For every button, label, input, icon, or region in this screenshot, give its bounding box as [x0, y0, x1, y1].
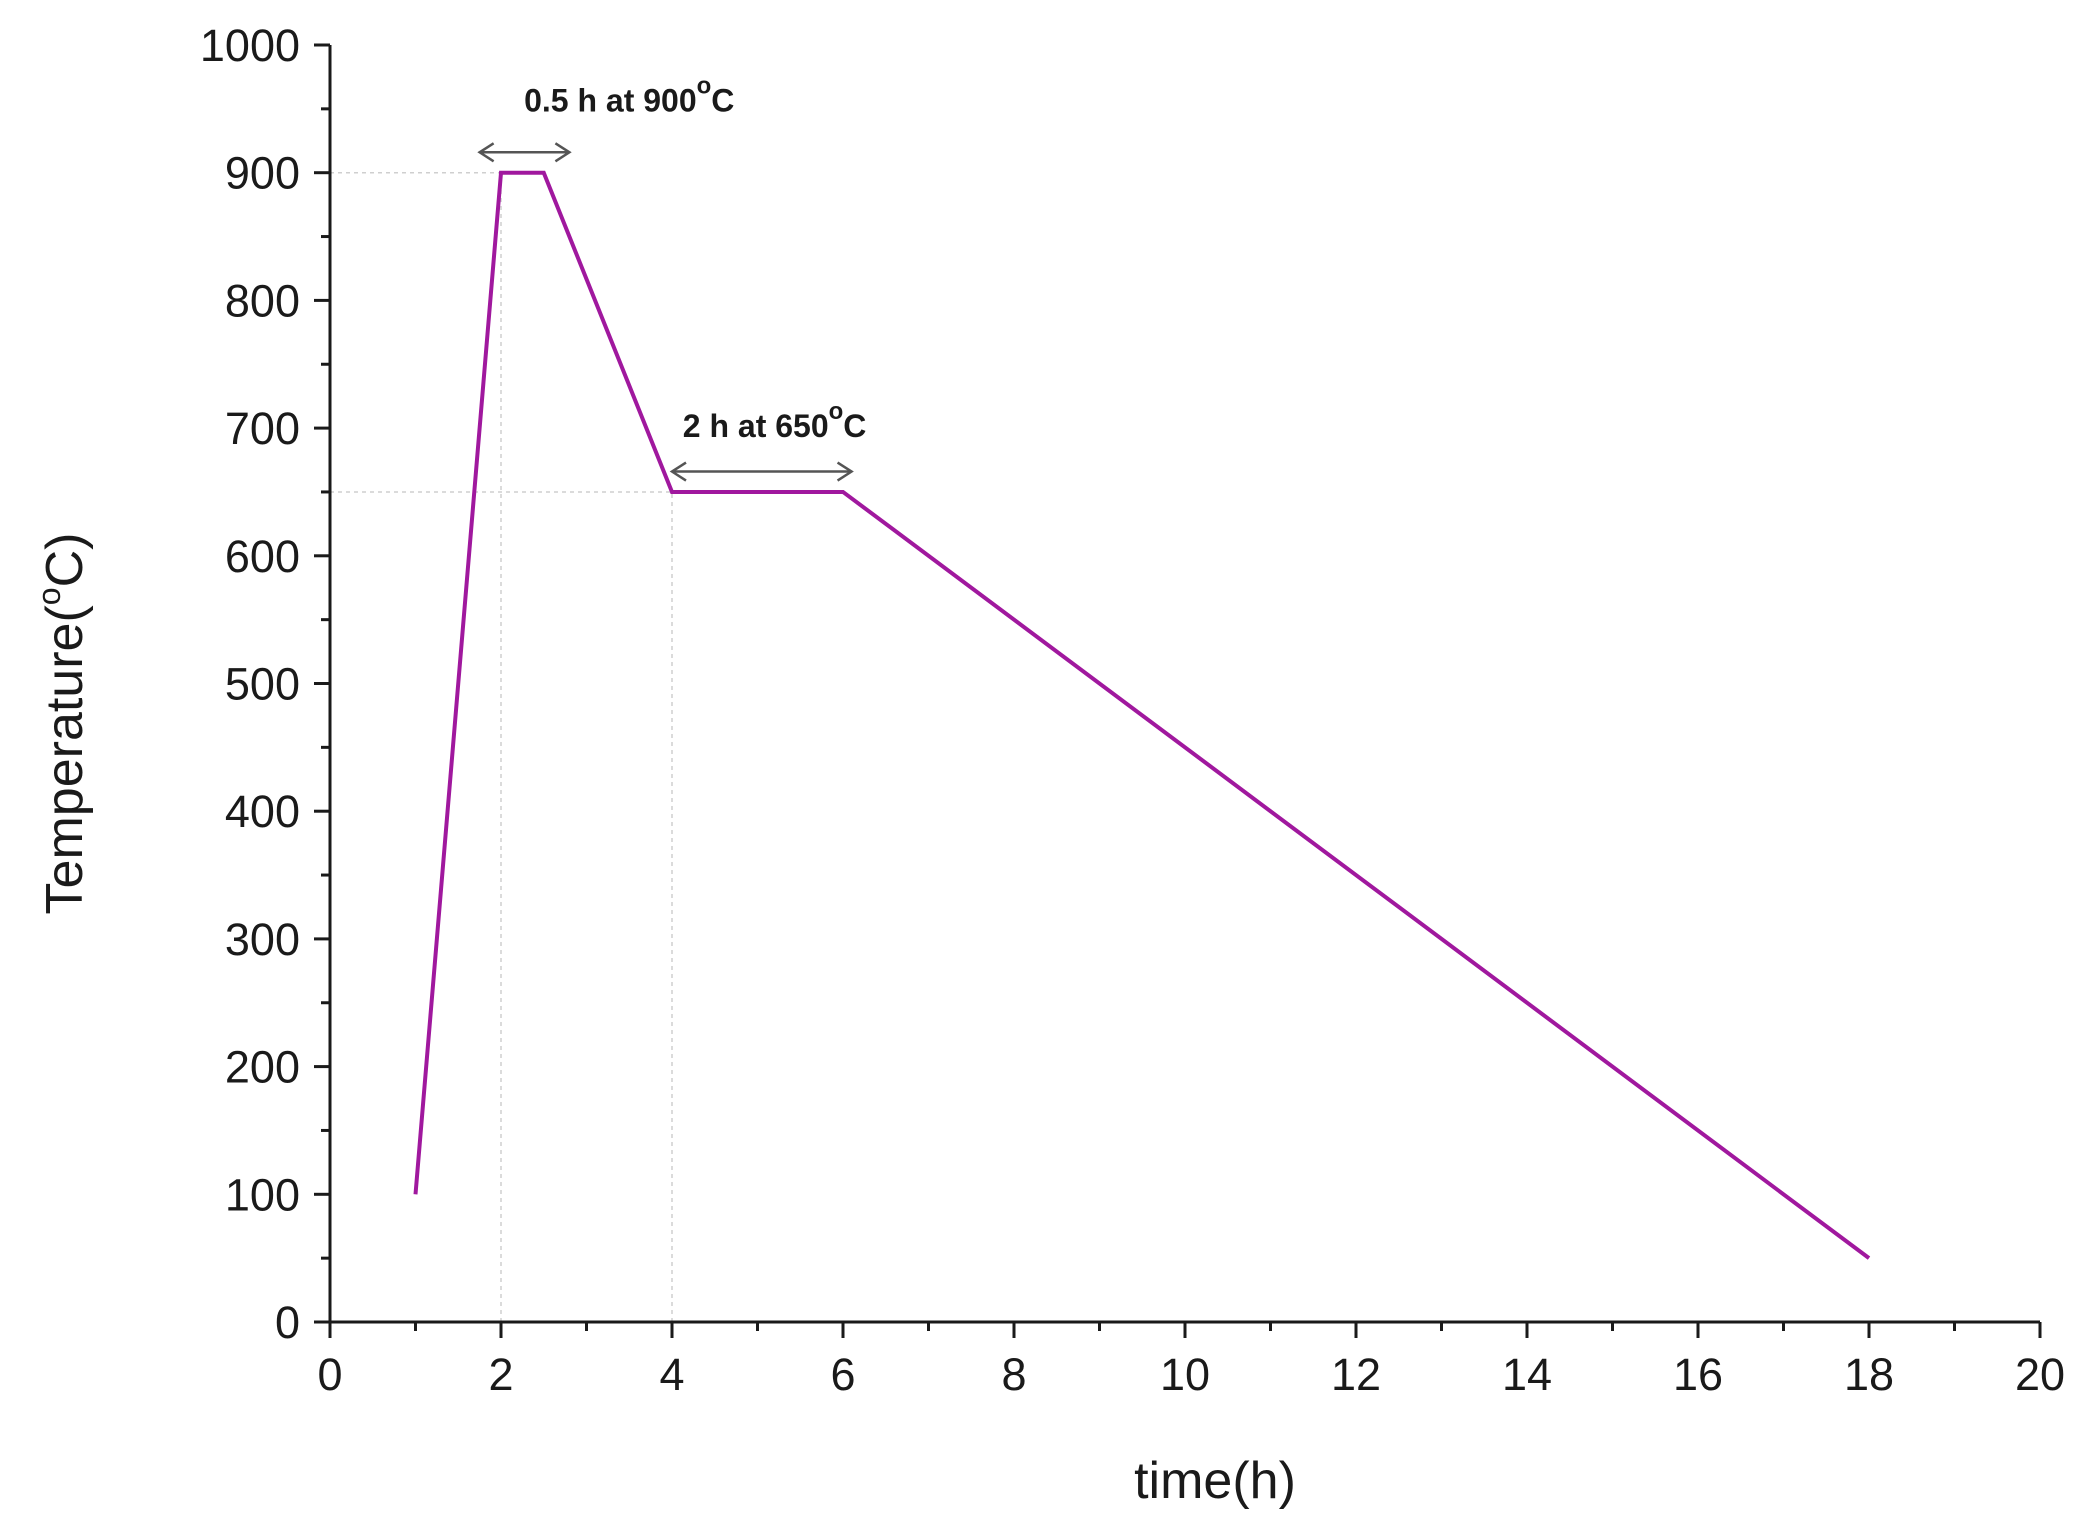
y-tick-label: 300	[225, 914, 300, 965]
annotation-label: 2 h at 650oC	[683, 398, 867, 444]
y-tick-label: 900	[225, 148, 300, 199]
y-tick-label: 0	[275, 1297, 300, 1348]
x-axis-title: time(h)	[1134, 1452, 1296, 1510]
y-tick-label: 500	[225, 659, 300, 710]
y-tick-label: 1000	[200, 20, 300, 71]
x-tick-label: 12	[1331, 1349, 1381, 1400]
annotation-arrowhead-left	[477, 142, 495, 163]
guide-lines	[330, 171, 673, 1322]
x-tick-label: 8	[1001, 1349, 1026, 1400]
annotation-arrowhead-left	[669, 461, 687, 482]
x-tick-label: 2	[488, 1349, 513, 1400]
y-tick-label: 200	[225, 1042, 300, 1093]
annotation-label-unit: C	[711, 82, 734, 118]
x-tick-label: 10	[1160, 1349, 1210, 1400]
y-tick-label: 100	[225, 1169, 300, 1220]
annotation-label-unit: C	[843, 408, 866, 444]
annotation-label-degree: o	[697, 72, 712, 99]
y-tick-labels: 0 100 200 300 400 500 600 700 800 900 1000	[200, 20, 300, 1348]
x-tick-label: 6	[830, 1349, 855, 1400]
y-axis-title-degree: o	[31, 587, 67, 605]
x-tick-label: 18	[1844, 1349, 1894, 1400]
annotation-arrowhead-right	[836, 461, 854, 482]
annotation-arrowhead-right	[554, 142, 572, 163]
y-axis-title-main: Temperature(	[36, 605, 94, 915]
x-tick-label: 14	[1502, 1349, 1552, 1400]
x-tick-label: 0	[317, 1349, 342, 1400]
x-tick-label: 16	[1673, 1349, 1723, 1400]
annotation-label-degree: o	[829, 398, 844, 425]
x-tick-labels: 0 2 4 6 8 10 12 14 16 18 20	[317, 1349, 2065, 1400]
y-tick-label: 600	[225, 531, 300, 582]
annotation-label-main: 0.5 h at 900	[524, 82, 697, 118]
x-tick-label: 20	[2015, 1349, 2065, 1400]
annotation-hold900: 0.5 h at 900oC	[477, 72, 734, 163]
y-tick-label: 800	[225, 275, 300, 326]
series-line	[413, 170, 1871, 1260]
series-layer	[413, 170, 1871, 1260]
major-ticks	[314, 43, 2042, 1338]
y-tick-label: 700	[225, 403, 300, 454]
y-axis-title: Temperature(oC)	[31, 533, 94, 915]
minor-ticks	[321, 107, 1956, 1331]
y-axis-title-end: C)	[36, 533, 94, 588]
annotation-hold650: 2 h at 650oC	[669, 398, 867, 482]
x-tick-label: 4	[659, 1349, 684, 1400]
y-tick-label: 400	[225, 786, 300, 837]
annotation-label: 0.5 h at 900oC	[524, 72, 734, 118]
annotation-label-main: 2 h at 650	[683, 408, 829, 444]
